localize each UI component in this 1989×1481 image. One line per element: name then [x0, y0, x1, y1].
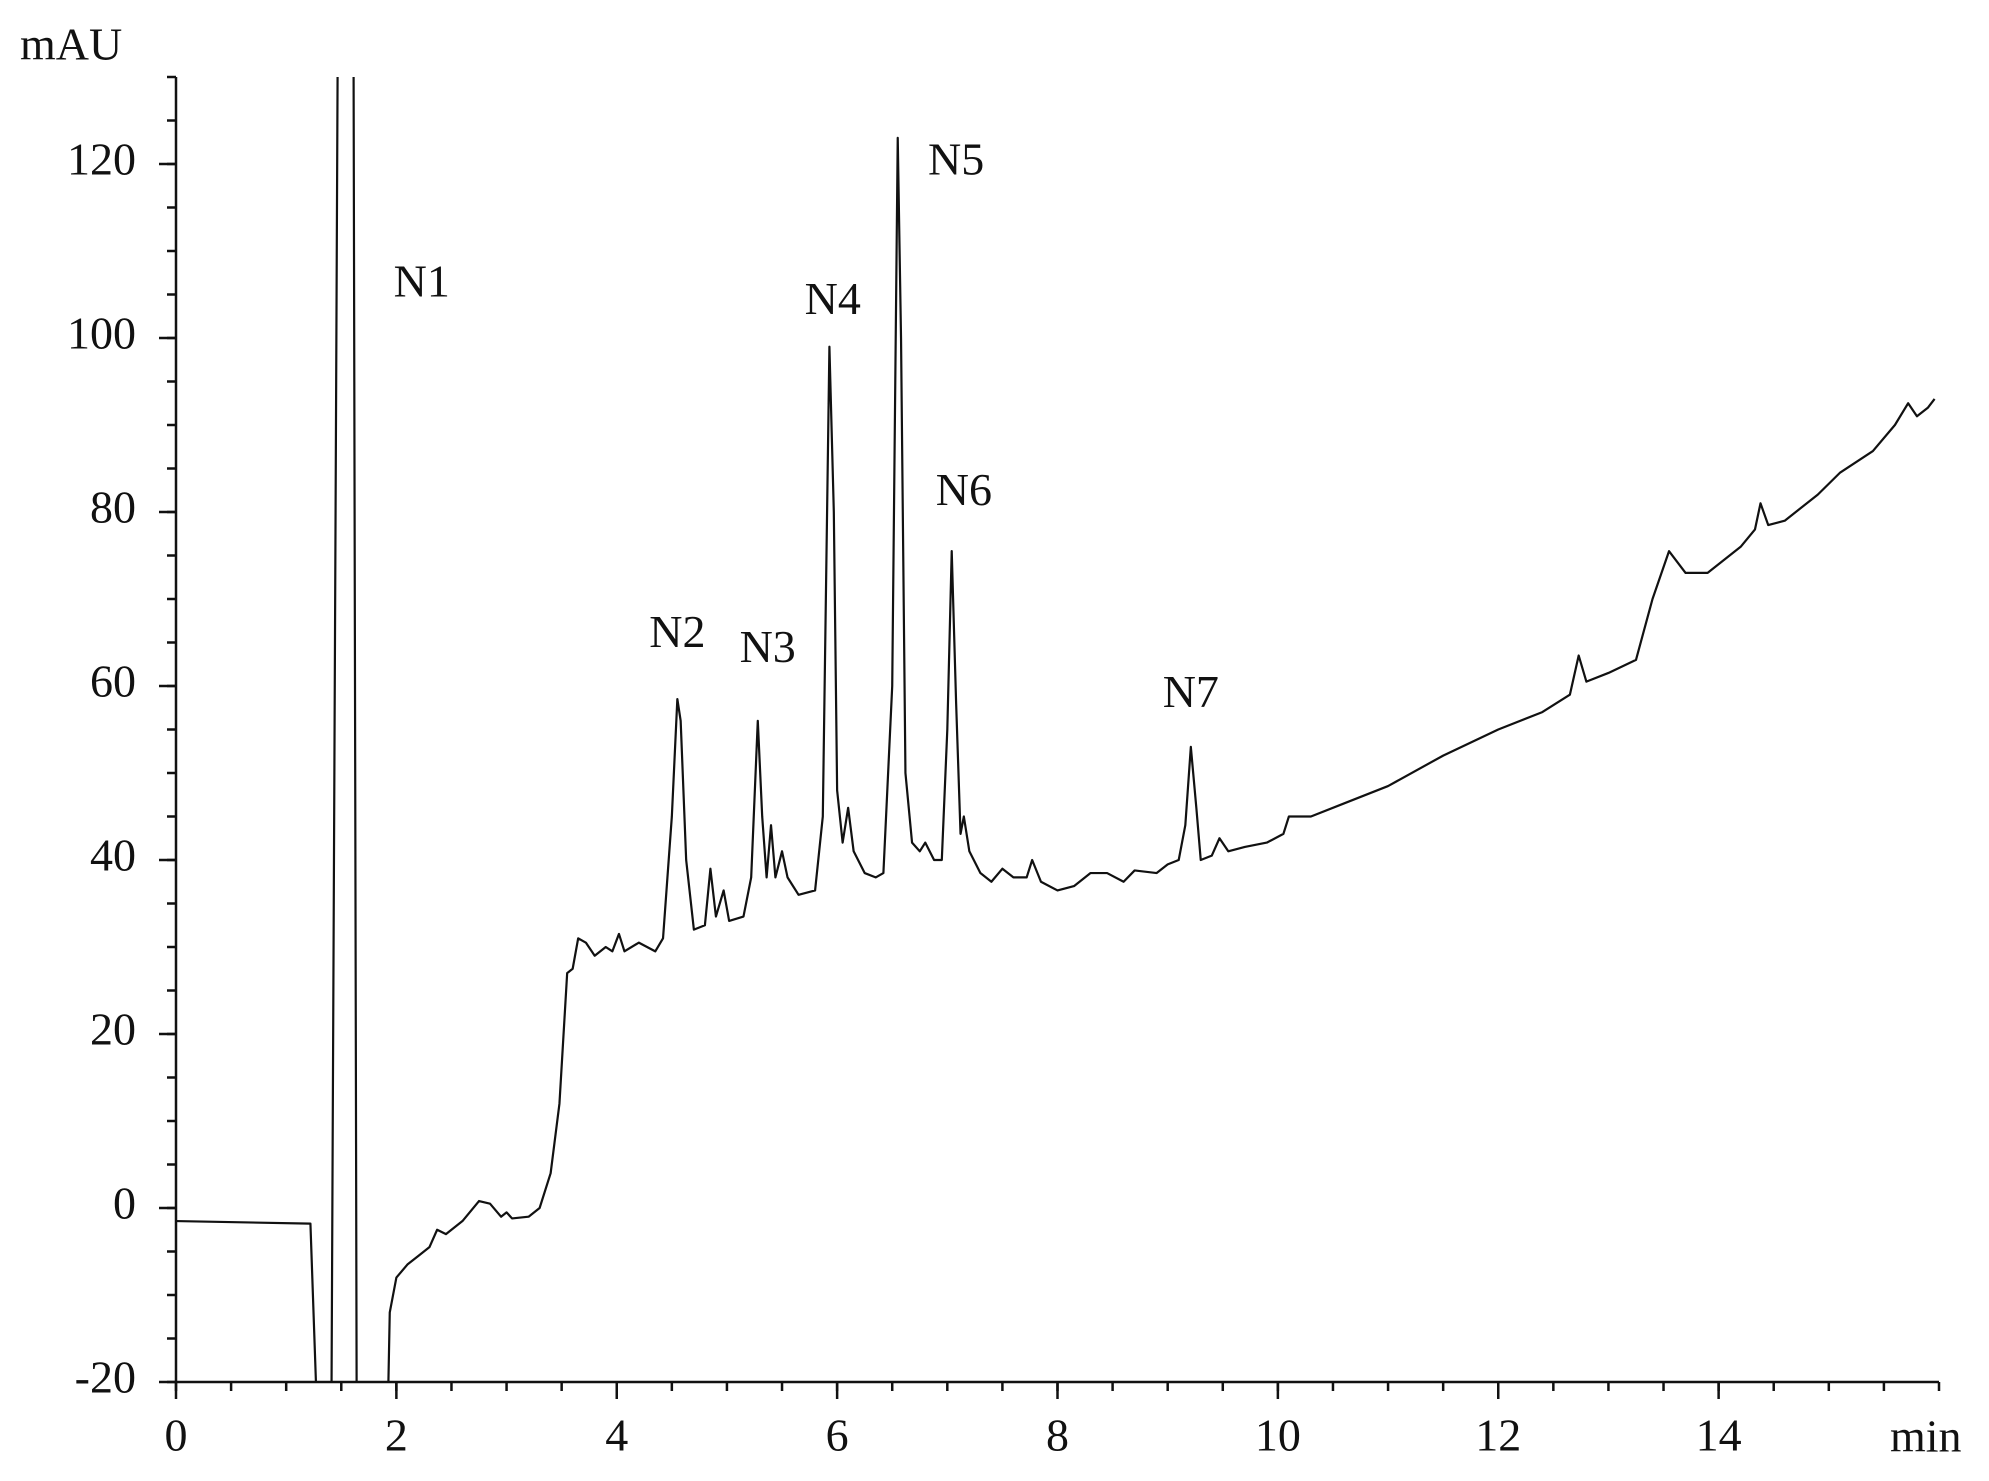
- plot-area: [176, 77, 1936, 1382]
- trace: [176, 77, 1936, 1382]
- x-tick-label: 2: [385, 1410, 408, 1461]
- x-tick-label: 14: [1696, 1410, 1742, 1461]
- x-tick-label: 4: [605, 1410, 628, 1461]
- x-tick-label: 10: [1255, 1410, 1301, 1461]
- peak-label: N5: [928, 134, 984, 185]
- peak-label: N6: [936, 464, 992, 515]
- y-tick-label: 20: [90, 1004, 136, 1055]
- y-axis-label: mAU: [20, 19, 122, 70]
- y-tick-label: 100: [67, 308, 136, 359]
- x-axis-label: min: [1890, 1411, 1962, 1462]
- peak-label: N1: [394, 255, 450, 306]
- peak-label: N7: [1163, 666, 1219, 717]
- x-tick-label: 6: [826, 1410, 849, 1461]
- y-tick-label: 60: [90, 656, 136, 707]
- x-tick-label: 0: [165, 1410, 188, 1461]
- peak-label: N4: [805, 273, 861, 324]
- peak-label: N3: [740, 621, 796, 672]
- y-tick-label: 40: [90, 830, 136, 881]
- y-tick-label: 80: [90, 482, 136, 533]
- peak-label: N2: [649, 606, 705, 657]
- y-tick-label: 0: [113, 1178, 136, 1229]
- x-tick-label: 8: [1046, 1410, 1069, 1461]
- y-tick-label: 120: [67, 134, 136, 185]
- x-tick-label: 12: [1475, 1410, 1521, 1461]
- y-tick-label: -20: [75, 1352, 136, 1403]
